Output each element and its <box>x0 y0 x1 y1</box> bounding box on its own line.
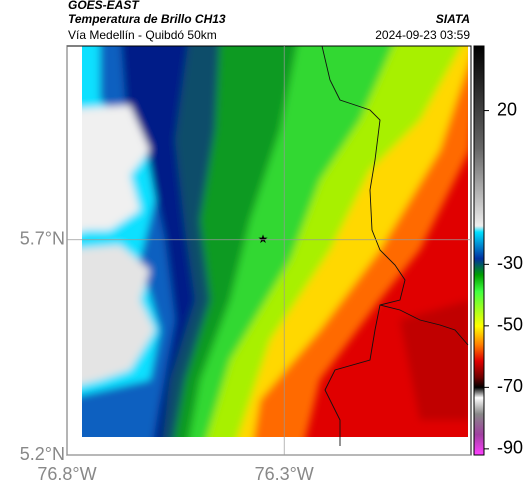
lon-tick-label: 76.8°W <box>37 464 96 484</box>
title: GOES-EAST <box>68 0 140 12</box>
lon-tick-label: 76.3°W <box>255 464 314 484</box>
colorbar-tick-label: -50 <box>497 315 523 335</box>
coastline <box>321 45 469 446</box>
datetime: 2024-09-23 03:59 <box>375 28 470 42</box>
colorbar-tick-label: -70 <box>497 376 523 396</box>
satellite-image <box>82 46 468 437</box>
lat-tick-label: 5.2°N <box>20 444 65 464</box>
lat-tick-label: 5.7°N <box>20 228 65 248</box>
colorbar-tick-label: -90 <box>497 438 523 458</box>
colorbar <box>473 45 485 456</box>
subtitle: Temperatura de Brillo CH13 <box>68 12 226 26</box>
source: SIATA <box>436 12 470 26</box>
location: Vía Medellín - Quibdó 50km <box>68 28 217 42</box>
city-marker: ★ <box>258 232 269 246</box>
colorbar-tick-label: 20 <box>497 99 517 119</box>
colorbar-tick-label: -30 <box>497 253 523 273</box>
